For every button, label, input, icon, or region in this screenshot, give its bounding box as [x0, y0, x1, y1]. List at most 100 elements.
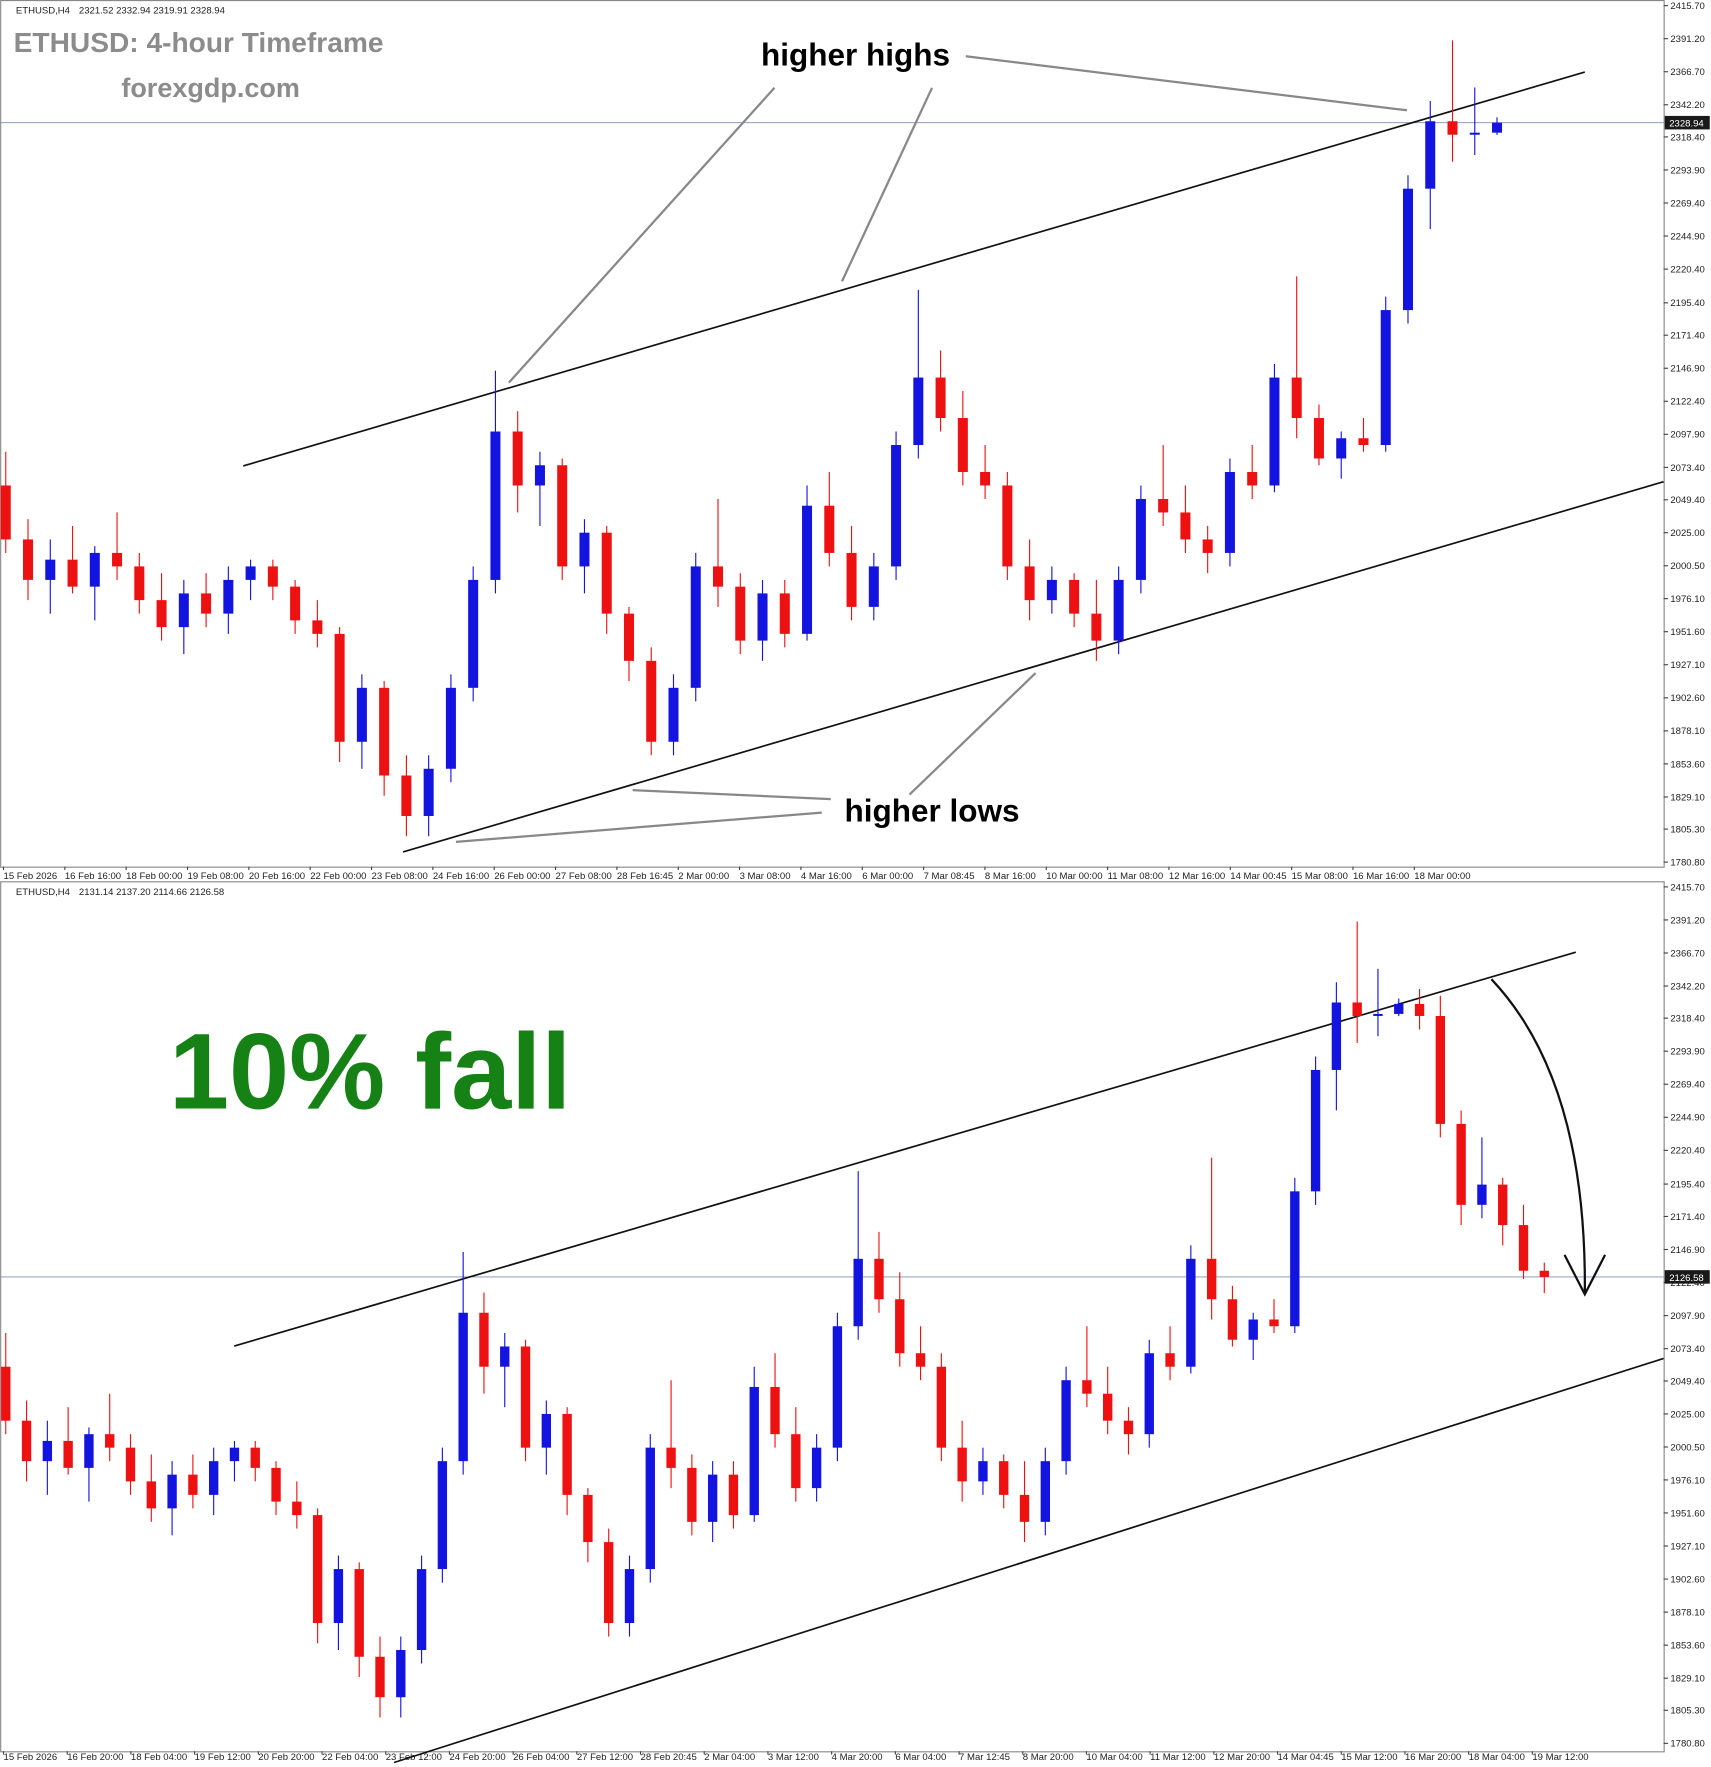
last-price-label: 2126.58 [1669, 1273, 1704, 1284]
candle-body [749, 1386, 759, 1516]
x-tick-label: 18 Feb 04:00 [131, 1752, 187, 1763]
candle-body [1091, 613, 1102, 641]
candle-body [125, 1447, 136, 1482]
x-tick-label: 18 Mar 00:00 [1414, 871, 1470, 882]
x-tick-label: 15 Feb 2026 [4, 871, 58, 882]
pointer-line [840, 87, 934, 282]
x-tick-label: 12 Mar 20:00 [1214, 1752, 1270, 1763]
candle-body [105, 1434, 115, 1448]
x-tick-label: 20 Feb 16:00 [249, 871, 305, 882]
candle-body [250, 1447, 260, 1468]
x-tick-label: 16 Mar 16:00 [1353, 871, 1409, 882]
candle-body [1144, 1353, 1154, 1435]
x-tick-label: 22 Feb 00:00 [310, 871, 366, 882]
last-price-label: 2328.94 [1669, 119, 1704, 130]
candle-body [290, 586, 301, 621]
candle-body [1469, 132, 1480, 135]
x-tick-label: 8 Mar 20:00 [1023, 1752, 1074, 1763]
y-tick-label: 2000.50 [1670, 561, 1705, 572]
x-tick-label: 23 Feb 08:00 [372, 871, 428, 882]
x-tick-label: 18 Feb 00:00 [126, 871, 182, 882]
y-tick-label: 2415.70 [1670, 1, 1705, 12]
fall-arrow [1490, 978, 1586, 1295]
x-tick-label: 6 Mar 04:00 [895, 1752, 946, 1763]
y-tick-label: 2342.20 [1670, 100, 1705, 111]
candle-body [579, 532, 590, 567]
candle-body [1331, 1002, 1342, 1070]
candle-body [1269, 1319, 1279, 1327]
candle-body [936, 1366, 947, 1448]
candle-body [1024, 566, 1035, 601]
candle-body [980, 471, 991, 486]
x-tick-label: 15 Mar 08:00 [1292, 871, 1348, 882]
candle-body [604, 1542, 614, 1624]
y-tick-label: 2195.40 [1670, 298, 1705, 309]
candle-body [267, 566, 278, 587]
y-tick-label: 1951.60 [1670, 1508, 1705, 1519]
x-tick-label: 18 Mar 04:00 [1469, 1752, 1525, 1763]
candle-body [562, 1413, 572, 1495]
candle-body [512, 431, 523, 486]
candle-body [423, 768, 434, 816]
candle-body [356, 687, 367, 742]
candle-body [1206, 1258, 1217, 1300]
x-tick-label: 12 Mar 16:00 [1169, 871, 1225, 882]
x-tick-label: 3 Mar 08:00 [740, 871, 791, 882]
y-tick-label: 1805.30 [1670, 1706, 1705, 1717]
candle-body [666, 1447, 676, 1468]
candle-body [668, 687, 679, 742]
trend-line [402, 480, 1664, 853]
candle-body [479, 1312, 489, 1367]
candle-body [853, 1258, 863, 1327]
candle-body [1291, 377, 1302, 419]
y-tick-label: 1976.10 [1670, 594, 1705, 605]
candle-body [1040, 1461, 1050, 1522]
candle-body [490, 431, 501, 580]
candle-body [913, 377, 924, 446]
y-tick-label: 2366.70 [1670, 67, 1705, 78]
candle-body [1269, 377, 1280, 486]
x-tick-label: 15 Mar 12:00 [1341, 1752, 1397, 1763]
candle-body [601, 532, 612, 614]
x-tick-label: 10 Mar 00:00 [1046, 871, 1102, 882]
y-tick-label: 1829.10 [1670, 1674, 1705, 1685]
x-tick-label: 28 Feb 16:45 [617, 871, 673, 882]
y-tick-label: 2293.90 [1670, 1047, 1705, 1058]
candle-body [84, 1434, 94, 1468]
candle-body [624, 1569, 635, 1624]
y-tick-label: 2269.40 [1670, 198, 1705, 209]
candle-body [583, 1494, 593, 1543]
y-tick-label: 2171.40 [1670, 1212, 1705, 1223]
x-tick-label: 8 Mar 16:00 [985, 871, 1036, 882]
candle-body [1435, 1015, 1446, 1124]
x-tick-label: 19 Feb 12:00 [195, 1752, 251, 1763]
y-tick-label: 2318.40 [1670, 1014, 1705, 1025]
x-tick-label: 24 Feb 20:00 [449, 1752, 505, 1763]
y-tick-label: 2146.90 [1670, 364, 1705, 375]
x-tick-label: 4 Mar 16:00 [801, 871, 852, 882]
candle-body [646, 660, 657, 742]
trend-line [243, 71, 1586, 467]
candle-body [707, 1474, 718, 1522]
candle-body [1158, 498, 1169, 513]
chart-subtitle: forexgdp.com [121, 73, 300, 103]
candle-body [1227, 1299, 1238, 1340]
candle-body [935, 377, 946, 419]
header-symbol: ETHUSD,H4 [16, 887, 71, 898]
y-tick-label: 2171.40 [1670, 331, 1705, 342]
candle-body [208, 1461, 219, 1495]
y-tick-label: 2244.90 [1670, 231, 1705, 242]
candle-body [1394, 1003, 1404, 1014]
candle-body [416, 1569, 427, 1651]
x-tick-label: 16 Mar 20:00 [1405, 1752, 1461, 1763]
candle-body [67, 559, 78, 587]
candle-body [245, 566, 256, 580]
candle-body [468, 579, 479, 688]
candle-body [757, 593, 768, 641]
x-tick-label: 20 Feb 20:00 [258, 1752, 314, 1763]
x-tick-label: 28 Feb 20:45 [641, 1752, 697, 1763]
candle-body [779, 593, 790, 634]
y-tick-label: 2146.90 [1670, 1245, 1705, 1256]
